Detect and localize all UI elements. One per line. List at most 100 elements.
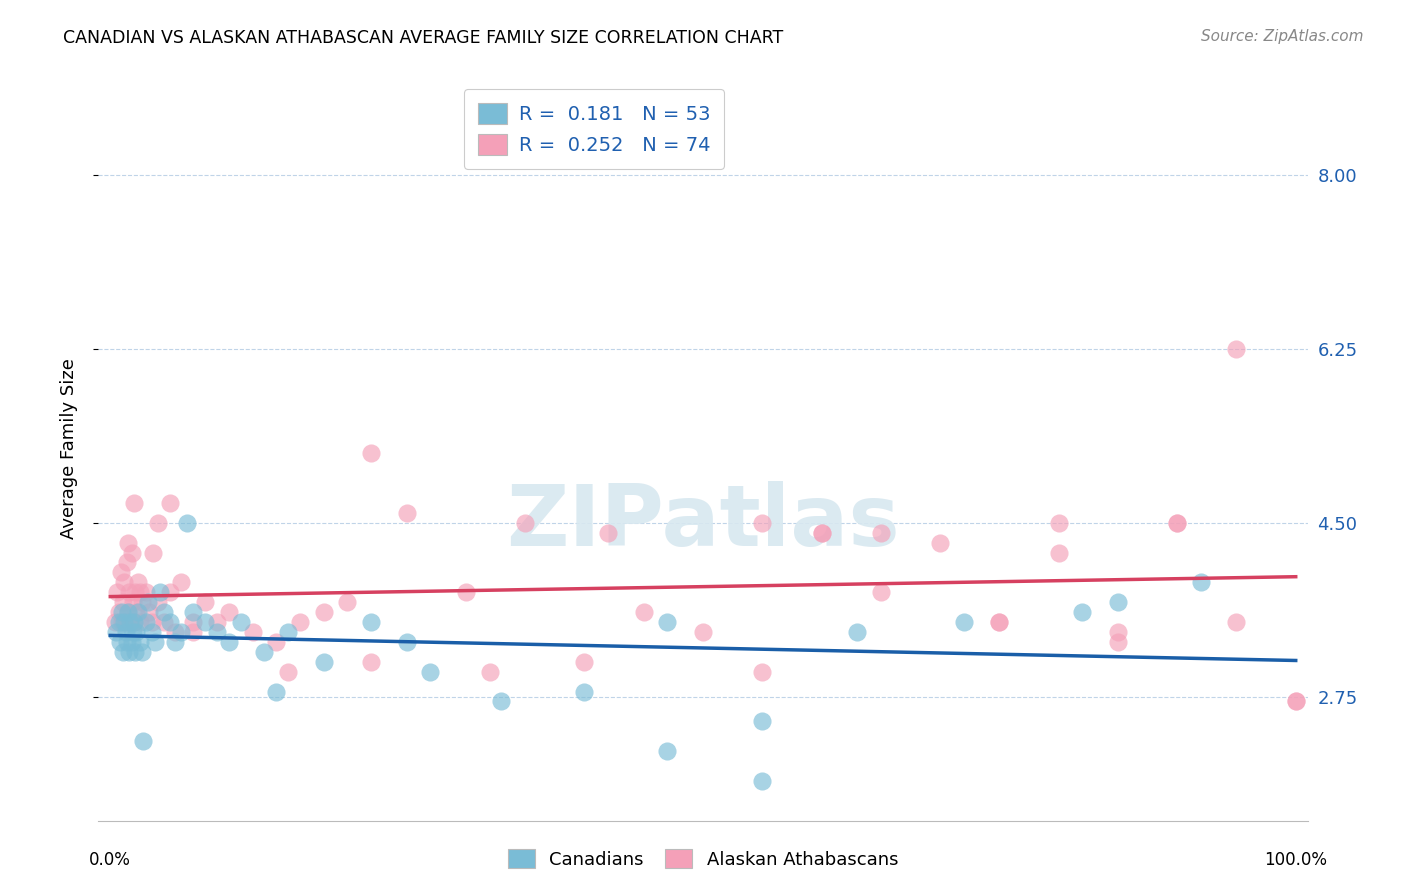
Point (118, 645, 141, 659)
Point (135, 615, 157, 629)
Point (277, 624, 299, 639)
Point (114, 624, 136, 639)
Text: 0.0%: 0.0% (90, 851, 131, 869)
Y-axis label: Average Family Size: Average Family Size (59, 358, 77, 539)
Point (115, 556, 138, 570)
Point (751, 516, 773, 530)
Point (988, 615, 1011, 629)
Point (491, 694, 513, 708)
Point (181, 615, 204, 629)
Point (1047, 516, 1070, 530)
Point (125, 605, 148, 619)
Point (360, 615, 382, 629)
Point (122, 615, 145, 629)
Point (136, 595, 159, 609)
Point (181, 624, 204, 639)
Point (657, 744, 679, 758)
Point (110, 566, 132, 580)
Point (360, 446, 382, 460)
Point (176, 516, 198, 530)
Point (1189, 575, 1212, 590)
Point (288, 615, 311, 629)
Point (114, 615, 136, 629)
Text: CANADIAN VS ALASKAN ATHABASCAN AVERAGE FAMILY SIZE CORRELATION CHART: CANADIAN VS ALASKAN ATHABASCAN AVERAGE F… (63, 29, 783, 46)
Point (165, 624, 187, 639)
Point (312, 655, 335, 669)
Point (112, 645, 135, 659)
Point (312, 605, 335, 619)
Point (159, 496, 181, 510)
Point (159, 585, 181, 599)
Point (125, 624, 148, 639)
Point (253, 645, 276, 659)
Point (127, 575, 149, 590)
Point (229, 615, 252, 629)
Point (1285, 694, 1308, 708)
Point (107, 605, 129, 619)
Point (194, 615, 217, 629)
Point (218, 635, 240, 649)
Point (120, 615, 142, 629)
Point (114, 615, 136, 629)
Point (336, 595, 359, 609)
Point (131, 595, 153, 609)
Point (108, 635, 131, 649)
Point (115, 635, 138, 649)
Point (146, 595, 169, 609)
Point (1166, 516, 1188, 530)
Point (454, 585, 477, 599)
Point (107, 615, 129, 629)
Point (112, 595, 135, 609)
Legend: R =  0.181   N = 53, R =  0.252   N = 74: R = 0.181 N = 53, R = 0.252 N = 74 (464, 89, 724, 169)
Point (129, 615, 152, 629)
Point (143, 635, 166, 649)
Point (264, 684, 287, 698)
Point (138, 605, 160, 619)
Point (395, 506, 418, 520)
Point (657, 615, 679, 629)
Point (114, 575, 136, 590)
Point (152, 615, 174, 629)
Point (751, 665, 773, 679)
Point (515, 516, 537, 530)
Point (692, 624, 714, 639)
Point (1225, 342, 1247, 356)
Point (141, 624, 163, 639)
Point (121, 545, 143, 559)
Point (633, 605, 655, 619)
Point (929, 535, 952, 549)
Point (264, 635, 287, 649)
Point (131, 645, 153, 659)
Point (135, 585, 157, 599)
Point (117, 605, 139, 619)
Point (869, 585, 891, 599)
Point (1225, 615, 1247, 629)
Point (988, 615, 1011, 629)
Point (170, 624, 193, 639)
Point (146, 516, 169, 530)
Point (574, 684, 596, 698)
Point (129, 635, 152, 649)
Point (419, 665, 441, 679)
Text: ZIPatlas: ZIPatlas (506, 481, 900, 565)
Point (218, 605, 240, 619)
Point (105, 624, 128, 639)
Point (205, 624, 228, 639)
Text: Source: ZipAtlas.com: Source: ZipAtlas.com (1201, 29, 1364, 44)
Point (120, 615, 142, 629)
Point (122, 615, 145, 629)
Point (598, 525, 620, 540)
Point (751, 773, 773, 788)
Point (1047, 545, 1070, 559)
Point (1107, 624, 1129, 639)
Point (129, 585, 152, 599)
Point (118, 585, 141, 599)
Point (1166, 516, 1188, 530)
Point (360, 655, 382, 669)
Point (141, 615, 163, 629)
Point (149, 585, 172, 599)
Point (277, 665, 299, 679)
Point (127, 605, 149, 619)
Point (181, 605, 204, 619)
Legend: Canadians, Alaskan Athabascans: Canadians, Alaskan Athabascans (501, 841, 905, 876)
